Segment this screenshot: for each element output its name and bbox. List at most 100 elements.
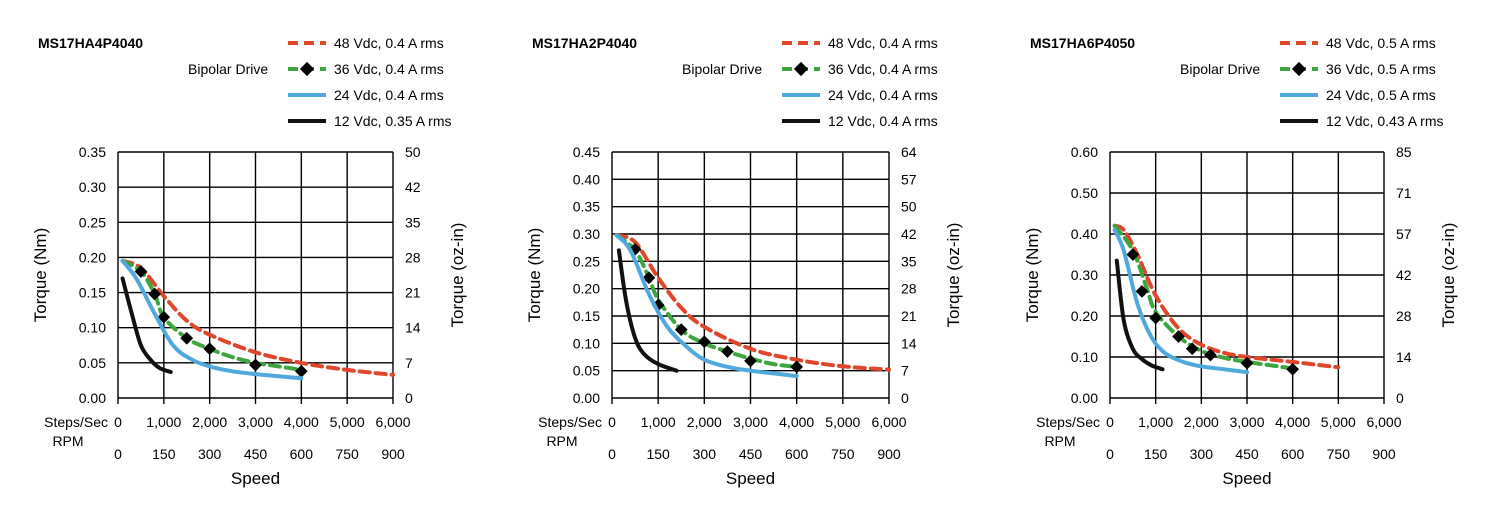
data-point-marker bbox=[157, 310, 171, 324]
drive-label: Bipolar Drive bbox=[188, 61, 268, 77]
y2-tick-label: 28 bbox=[1396, 308, 1412, 324]
x-steps-tick-label: 2,000 bbox=[687, 414, 722, 430]
series-line-3 bbox=[1112, 227, 1249, 375]
legend-label: 12 Vdc, 0.35 A rms bbox=[334, 113, 452, 129]
y-tick-label: 0.10 bbox=[1071, 349, 1098, 365]
legend-label: 36 Vdc, 0.4 A rms bbox=[828, 61, 938, 77]
data-point-marker bbox=[148, 287, 162, 301]
data-point-marker bbox=[721, 345, 734, 358]
y2-tick-label: 0 bbox=[901, 390, 909, 406]
chart-panel-2: MS17HA2P4040 48 Vdc, 0.4 A rms 36 Vdc, 0.4… bbox=[525, 35, 963, 488]
x-steps-row-label: Steps/Sec bbox=[44, 414, 108, 430]
y-axis-title: Torque (Nm) bbox=[1023, 228, 1042, 322]
y2-tick-label: 7 bbox=[405, 355, 413, 371]
x-steps-tick-label: 5,000 bbox=[825, 414, 860, 430]
series-line-3 bbox=[120, 258, 304, 381]
x-axis-title: Speed bbox=[231, 469, 280, 488]
y2-tick-label: 21 bbox=[901, 308, 917, 324]
y2-tick-label: 42 bbox=[901, 226, 917, 242]
chart-title: MS17HA4P4040 bbox=[38, 35, 143, 51]
x-rpm-row-label: RPM bbox=[52, 433, 83, 449]
x-steps-tick-label: 5,000 bbox=[1321, 414, 1356, 430]
y-tick-label: 0.30 bbox=[1071, 267, 1098, 283]
legend-marker bbox=[793, 61, 809, 77]
series-line-4 bbox=[120, 276, 173, 374]
legend-label: 36 Vdc, 0.5 A rms bbox=[1326, 61, 1436, 77]
series-line-1 bbox=[1112, 223, 1341, 370]
y2-tick-label: 64 bbox=[901, 144, 917, 160]
y2-tick-label: 14 bbox=[1396, 349, 1412, 365]
x-steps-tick-label: 4,000 bbox=[1275, 414, 1310, 430]
x-rpm-tick-label: 0 bbox=[1106, 446, 1114, 462]
chart-title: MS17HA2P4040 bbox=[532, 35, 637, 51]
x-rpm-tick-label: 300 bbox=[198, 446, 222, 462]
y-tick-label: 0.00 bbox=[1071, 390, 1098, 406]
chart-panel-1: MS17HA4P4040 48 Vdc, 0.4 A rms 36 Vdc, 0.4… bbox=[31, 35, 467, 488]
y-tick-label: 0.60 bbox=[1071, 144, 1098, 160]
y2-tick-label: 14 bbox=[901, 335, 917, 351]
y2-tick-label: 0 bbox=[405, 390, 413, 406]
y2-tick-label: 28 bbox=[901, 281, 917, 297]
y2-tick-label: 28 bbox=[405, 249, 421, 265]
x-rpm-row-label: RPM bbox=[546, 433, 577, 449]
legend-label: 48 Vdc, 0.5 A rms bbox=[1326, 35, 1436, 51]
x-rpm-tick-label: 750 bbox=[335, 446, 359, 462]
y2-tick-label: 7 bbox=[901, 363, 909, 379]
y2-tick-label: 21 bbox=[405, 285, 421, 301]
y2-tick-label: 50 bbox=[405, 144, 421, 160]
y2-tick-label: 14 bbox=[405, 320, 421, 336]
y2-tick-label: 57 bbox=[901, 171, 917, 187]
series-line-1 bbox=[120, 258, 395, 377]
x-steps-tick-label: 1,000 bbox=[146, 414, 181, 430]
y-tick-label: 0.30 bbox=[79, 179, 106, 195]
series-line-4 bbox=[1114, 258, 1165, 372]
y-tick-label: 0.40 bbox=[573, 171, 600, 187]
x-steps-tick-label: 5,000 bbox=[330, 414, 365, 430]
x-rpm-tick-label: 150 bbox=[1144, 446, 1168, 462]
x-rpm-tick-label: 900 bbox=[1372, 446, 1396, 462]
y-tick-label: 0.05 bbox=[79, 355, 106, 371]
x-steps-tick-label: 0 bbox=[114, 414, 122, 430]
x-steps-tick-label: 0 bbox=[608, 414, 616, 430]
x-rpm-tick-label: 150 bbox=[646, 446, 670, 462]
y-tick-label: 0.15 bbox=[79, 285, 106, 301]
x-rpm-tick-label: 150 bbox=[152, 446, 176, 462]
y-axis-title: Torque (Nm) bbox=[31, 228, 50, 322]
x-rpm-tick-label: 600 bbox=[290, 446, 314, 462]
x-steps-tick-label: 0 bbox=[1106, 414, 1114, 430]
y2-axis-title: Torque (oz-in) bbox=[448, 223, 467, 328]
chart-panel-3: MS17HA6P4050 48 Vdc, 0.5 A rms 36 Vdc, 0.5… bbox=[1023, 35, 1458, 488]
y2-tick-label: 50 bbox=[901, 199, 917, 215]
x-rpm-tick-label: 600 bbox=[1281, 446, 1305, 462]
data-point-marker bbox=[1149, 311, 1163, 325]
legend-label: 24 Vdc, 0.4 A rms bbox=[334, 87, 444, 103]
data-point-marker bbox=[134, 265, 148, 278]
y-tick-label: 0.05 bbox=[573, 363, 600, 379]
x-rpm-tick-label: 600 bbox=[785, 446, 809, 462]
x-steps-tick-label: 6,000 bbox=[375, 414, 410, 430]
legend-label: 12 Vdc, 0.43 A rms bbox=[1326, 113, 1444, 129]
series-line-2 bbox=[614, 233, 799, 369]
y-tick-label: 0.15 bbox=[573, 308, 600, 324]
x-steps-tick-label: 2,000 bbox=[1184, 414, 1219, 430]
x-rpm-tick-label: 450 bbox=[1235, 446, 1259, 462]
x-steps-tick-label: 6,000 bbox=[871, 414, 906, 430]
x-steps-tick-label: 4,000 bbox=[779, 414, 814, 430]
y2-tick-label: 35 bbox=[405, 214, 421, 230]
y2-tick-label: 0 bbox=[1396, 390, 1404, 406]
y-tick-label: 0.20 bbox=[1071, 308, 1098, 324]
y-tick-label: 0.00 bbox=[79, 390, 106, 406]
data-point-marker bbox=[1240, 356, 1254, 370]
y2-axis-title: Torque (oz-in) bbox=[1439, 223, 1458, 328]
y2-tick-label: 42 bbox=[1396, 267, 1412, 283]
y-tick-label: 0.20 bbox=[573, 281, 600, 297]
series-line-3 bbox=[614, 233, 799, 379]
x-rpm-tick-label: 450 bbox=[739, 446, 763, 462]
legend-label: 48 Vdc, 0.4 A rms bbox=[334, 35, 444, 51]
series-line-4 bbox=[616, 248, 679, 373]
drive-label: Bipolar Drive bbox=[682, 61, 762, 77]
x-rpm-tick-label: 900 bbox=[381, 446, 405, 462]
drive-label: Bipolar Drive bbox=[1180, 61, 1260, 77]
x-steps-tick-label: 3,000 bbox=[733, 414, 768, 430]
